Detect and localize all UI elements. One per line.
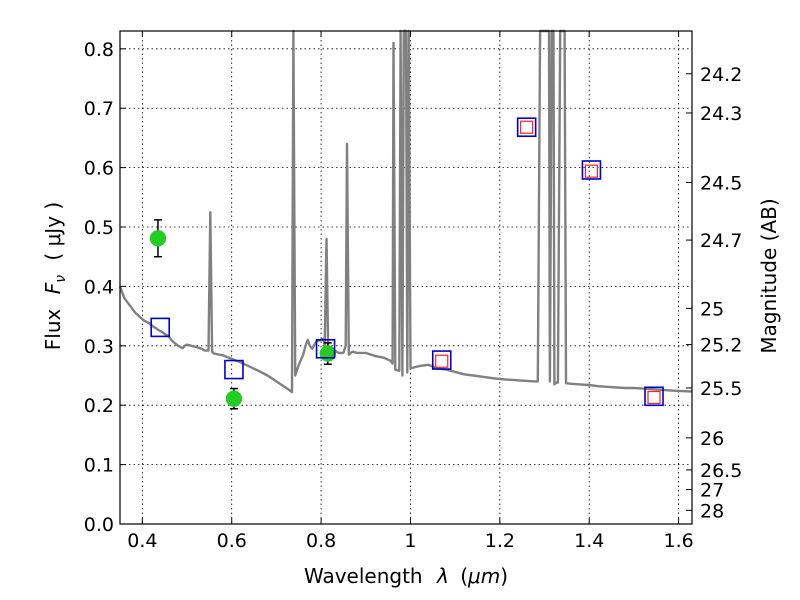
y2-tick-label: 26.5 — [700, 460, 742, 482]
model-point — [431, 350, 452, 370]
y2-tick-label: 24.3 — [700, 103, 742, 125]
y2-tick-label: 28 — [700, 500, 724, 522]
y2-axis-title: Magnitude (AB) — [757, 198, 781, 353]
observed-point — [319, 345, 337, 362]
spectrum-line — [118, 29, 693, 394]
x-axis-title-unit-close: ) — [500, 564, 508, 588]
y-tick-label: 0.1 — [84, 455, 114, 477]
x-axis-ticks: 0.4 0.6 0.8 1 1.2 1.4 1.6 — [127, 31, 694, 552]
y-axis-title: Flux Fν ( μJy ) — [41, 202, 70, 350]
model-point — [224, 359, 244, 380]
y-tick-label: 0.4 — [84, 276, 114, 298]
y2-tick-label: 24.7 — [700, 230, 742, 252]
y2-tick-label: 25.2 — [700, 335, 742, 357]
model-inner-point — [584, 164, 599, 178]
y-tick-label: 0.0 — [84, 514, 114, 536]
x-tick-label: 0.8 — [306, 530, 336, 552]
x-tick-label: 1.4 — [574, 530, 604, 552]
x-axis-title-unit: μm — [467, 564, 500, 588]
y-axis-ticks: 0.0 0.1 0.2 0.3 0.4 0.5 0.6 0.7 0.8 — [84, 39, 126, 536]
model-inner-point — [435, 354, 449, 368]
y-tick-label: 0.6 — [84, 158, 114, 180]
x-axis-title-prefix: Wavelength — [304, 564, 423, 588]
y2-tick-label: 24.2 — [700, 64, 742, 86]
y-axis-title-prefix: Flux — [41, 308, 65, 350]
y-tick-label: 0.7 — [84, 98, 114, 120]
x-tick-label: 1.2 — [485, 530, 515, 552]
model-point — [315, 338, 336, 359]
model-point — [581, 160, 602, 180]
y-tick-label: 0.8 — [84, 39, 114, 61]
observed-point — [149, 230, 167, 247]
y-axis-title-sub: ν — [53, 275, 69, 283]
photometry-points — [149, 117, 664, 410]
y2-tick-label: 25.5 — [700, 378, 742, 400]
model-point — [644, 386, 664, 407]
x-tick-label: 0.4 — [127, 530, 157, 552]
y2-tick-label: 27 — [700, 480, 724, 502]
y2-tick-label: 25 — [700, 298, 724, 320]
y2-tick-label: 24.5 — [700, 172, 742, 194]
model-point — [150, 317, 171, 338]
x-tick-label: 1 — [404, 530, 416, 552]
x-tick-label: 1.6 — [663, 530, 693, 552]
y-axis-title-unit: ( μJy ) — [41, 202, 65, 261]
model-inner-point — [520, 120, 534, 134]
x-tick-label: 0.6 — [217, 530, 247, 552]
y2-tick-label: 26 — [700, 428, 724, 450]
y-tick-label: 0.2 — [84, 395, 114, 417]
spectrum-series — [118, 29, 693, 394]
observed-point — [225, 390, 243, 407]
x-axis-title-unit-open: ( — [460, 564, 468, 588]
model-inner-point — [647, 390, 661, 405]
plot-frame — [119, 30, 693, 525]
x-axis-title-symbol: λ — [436, 564, 449, 588]
x-axis-title: Wavelength λ (μm) — [304, 564, 508, 588]
y-tick-label: 0.3 — [84, 336, 114, 358]
model-point — [516, 117, 537, 138]
grid-lines — [120, 31, 692, 525]
y-tick-label: 0.5 — [84, 217, 114, 239]
y-axis-title-symbol: F — [41, 282, 65, 294]
